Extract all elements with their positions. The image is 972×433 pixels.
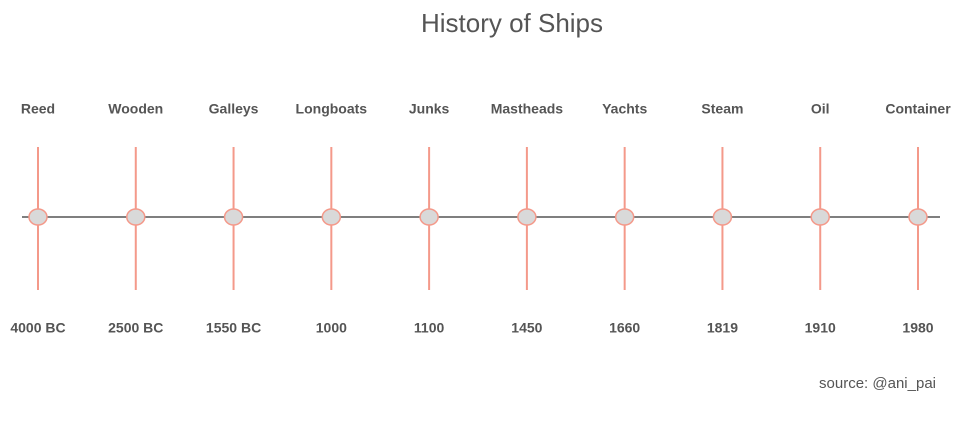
event-date: 1550 BC (206, 320, 261, 336)
event-date: 2500 BC (108, 320, 163, 336)
event-name: Junks (409, 101, 450, 117)
event-name: Wooden (108, 101, 163, 117)
source-note: source: @ani_pai (819, 375, 936, 392)
event-date: 1660 (609, 320, 640, 336)
event-marker (614, 208, 635, 226)
event-date: 1980 (902, 320, 933, 336)
event-marker (419, 208, 439, 226)
event-marker (126, 208, 146, 226)
event-marker (517, 208, 537, 226)
event-name: Reed (21, 101, 55, 117)
event-name: Mastheads (491, 101, 564, 117)
event-name: Yachts (602, 101, 647, 117)
event-marker (28, 208, 48, 226)
event-marker (810, 208, 830, 226)
event-marker (908, 208, 928, 226)
event-date: 1910 (805, 320, 836, 336)
event-name: Longboats (296, 101, 368, 117)
event-marker (223, 208, 244, 226)
chart-title: History of Ships (421, 8, 603, 38)
event-date: 1100 (414, 320, 445, 336)
event-name: Container (885, 101, 951, 117)
event-name: Oil (811, 101, 830, 117)
event-date: 4000 BC (10, 320, 65, 336)
event-name: Steam (701, 101, 743, 117)
event-date: 1450 (511, 320, 542, 336)
event-marker (321, 208, 342, 226)
event-marker (712, 208, 733, 226)
event-name: Galleys (209, 101, 259, 117)
event-date: 1819 (707, 320, 738, 336)
event-date: 1000 (316, 320, 347, 336)
